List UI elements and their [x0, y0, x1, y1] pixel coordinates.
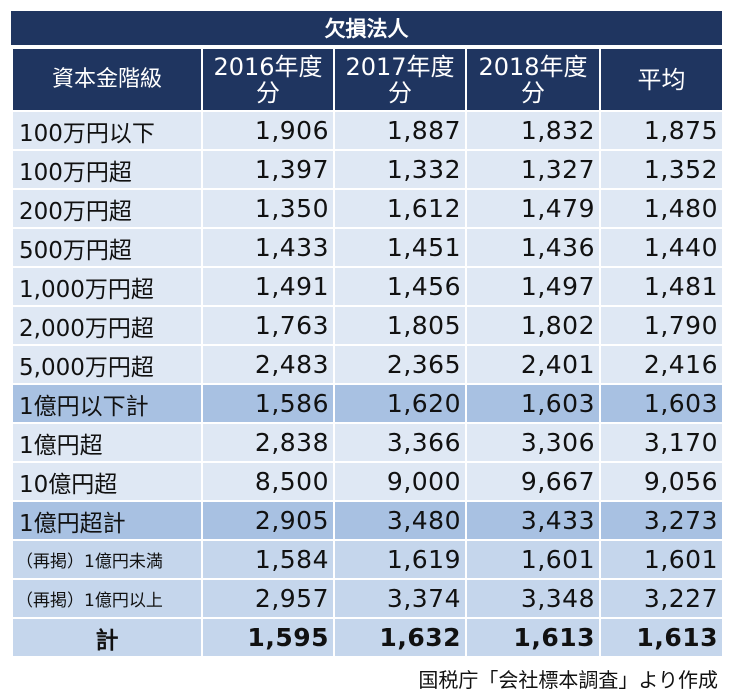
- cell-value: 9,667: [465, 461, 601, 502]
- cell-value: 1,613: [599, 617, 724, 658]
- cell-value: 1,887: [333, 110, 467, 151]
- cell-value: 1,613: [465, 617, 601, 658]
- table-row: 1億円超計 2,905 3,480 3,433 3,273: [11, 500, 724, 541]
- cell-value: 2,401: [465, 344, 601, 385]
- cell-value: 1,875: [599, 110, 724, 151]
- cell-value: 1,603: [599, 383, 724, 424]
- table-row: 100万円超 1,397 1,332 1,327 1,352: [11, 149, 724, 190]
- header-fy2016: 2016年度分: [201, 47, 335, 112]
- table-row: 1億円以下計 1,586 1,620 1,603 1,603: [11, 383, 724, 424]
- table-row: （再掲）1億円以上 2,957 3,374 3,348 3,227: [11, 578, 724, 619]
- row-label: （再掲）1億円未満: [11, 539, 203, 580]
- cell-value: 8,500: [201, 461, 335, 502]
- cell-value: 3,348: [465, 578, 601, 619]
- cell-value: 1,603: [465, 383, 601, 424]
- table-title: 欠損法人: [11, 11, 722, 47]
- cell-value: 3,366: [333, 422, 467, 463]
- cell-value: 1,805: [333, 305, 467, 346]
- cell-value: 2,957: [201, 578, 335, 619]
- table-row: 100万円以下 1,906 1,887 1,832 1,875: [11, 110, 724, 151]
- header-fy2018: 2018年度分: [465, 47, 601, 112]
- cell-value: 1,601: [599, 539, 724, 580]
- cell-value: 1,612: [333, 188, 467, 229]
- row-label: 1億円超計: [11, 500, 203, 541]
- cell-value: 3,433: [465, 500, 601, 541]
- cell-value: 1,327: [465, 149, 601, 190]
- cell-value: 1,451: [333, 227, 467, 268]
- source-note: 国税庁「会社標本調査」より作成: [418, 668, 718, 692]
- cell-value: 1,397: [201, 149, 335, 190]
- cell-value: 1,832: [465, 110, 601, 151]
- cell-value: 1,436: [465, 227, 601, 268]
- cell-value: 1,433: [201, 227, 335, 268]
- cell-value: 1,620: [333, 383, 467, 424]
- table-row: （再掲）1億円未満 1,584 1,619 1,601 1,601: [11, 539, 724, 580]
- cell-value: 1,595: [201, 617, 335, 658]
- table-row: 500万円超 1,433 1,451 1,436 1,440: [11, 227, 724, 268]
- cell-value: 3,273: [599, 500, 724, 541]
- cell-value: 1,480: [599, 188, 724, 229]
- table-row: 1,000万円超 1,491 1,456 1,497 1,481: [11, 266, 724, 307]
- row-label: 1億円以下計: [11, 383, 203, 424]
- table-row: 10億円超 8,500 9,000 9,667 9,056: [11, 461, 724, 502]
- cell-value: 2,416: [599, 344, 724, 385]
- cell-value: 3,170: [599, 422, 724, 463]
- table-row: 1億円超 2,838 3,366 3,306 3,170: [11, 422, 724, 463]
- cell-value: 1,440: [599, 227, 724, 268]
- cell-value: 9,056: [599, 461, 724, 502]
- cell-value: 3,374: [333, 578, 467, 619]
- cell-value: 1,906: [201, 110, 335, 151]
- data-table: 資本金階級 2016年度分 2017年度分 2018年度分 平均 100万円以下…: [11, 47, 724, 658]
- row-label: 2,000万円超: [11, 305, 203, 346]
- table-row: 200万円超 1,350 1,612 1,479 1,480: [11, 188, 724, 229]
- cell-value: 1,332: [333, 149, 467, 190]
- cell-value: 1,632: [333, 617, 467, 658]
- cell-value: 3,227: [599, 578, 724, 619]
- header-average: 平均: [599, 47, 724, 112]
- cell-value: 1,586: [201, 383, 335, 424]
- row-label: 500万円超: [11, 227, 203, 268]
- cell-value: 3,306: [465, 422, 601, 463]
- cell-value: 9,000: [333, 461, 467, 502]
- table-row: 5,000万円超 2,483 2,365 2,401 2,416: [11, 344, 724, 385]
- loss-corporations-table-container: 欠損法人 資本金階級 2016年度分 2017年度分 2018年度分 平均 10…: [11, 11, 724, 658]
- row-label: （再掲）1億円以上: [11, 578, 203, 619]
- cell-value: 2,905: [201, 500, 335, 541]
- cell-value: 1,802: [465, 305, 601, 346]
- cell-value: 1,790: [599, 305, 724, 346]
- row-label: 100万円超: [11, 149, 203, 190]
- table-body: 100万円以下 1,906 1,887 1,832 1,875 100万円超 1,397 1,…: [11, 110, 724, 658]
- row-label: 1,000万円超: [11, 266, 203, 307]
- cell-value: 2,483: [201, 344, 335, 385]
- cell-value: 1,350: [201, 188, 335, 229]
- cell-value: 1,619: [333, 539, 467, 580]
- table-row: 2,000万円超 1,763 1,805 1,802 1,790: [11, 305, 724, 346]
- cell-value: 1,479: [465, 188, 601, 229]
- row-label: 100万円以下: [11, 110, 203, 151]
- row-label: 200万円超: [11, 188, 203, 229]
- header-capital-class: 資本金階級: [11, 47, 203, 112]
- header-fy2017: 2017年度分: [333, 47, 467, 112]
- cell-value: 1,584: [201, 539, 335, 580]
- cell-value: 1,497: [465, 266, 601, 307]
- row-label: 5,000万円超: [11, 344, 203, 385]
- cell-value: 3,480: [333, 500, 467, 541]
- cell-value: 1,763: [201, 305, 335, 346]
- row-label: 10億円超: [11, 461, 203, 502]
- row-label: 計: [11, 617, 203, 658]
- cell-value: 1,352: [599, 149, 724, 190]
- cell-value: 2,365: [333, 344, 467, 385]
- row-label: 1億円超: [11, 422, 203, 463]
- cell-value: 1,601: [465, 539, 601, 580]
- cell-value: 1,491: [201, 266, 335, 307]
- header-row: 資本金階級 2016年度分 2017年度分 2018年度分 平均: [11, 47, 724, 112]
- cell-value: 1,456: [333, 266, 467, 307]
- cell-value: 2,838: [201, 422, 335, 463]
- total-row: 計 1,595 1,632 1,613 1,613: [11, 617, 724, 658]
- cell-value: 1,481: [599, 266, 724, 307]
